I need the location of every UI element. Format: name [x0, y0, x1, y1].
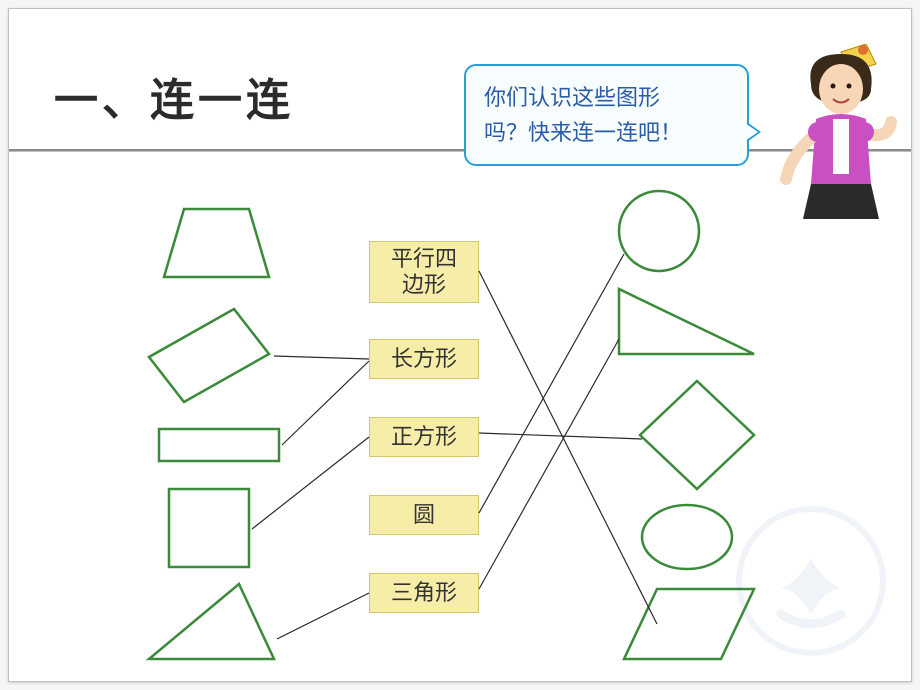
- shape-triangle-right: [619, 289, 754, 354]
- shape-circle-right: [619, 191, 699, 271]
- watermark-icon: [736, 506, 886, 656]
- shape-square-rotated: [640, 381, 754, 489]
- conn-rectrot-rectangle: [274, 356, 369, 359]
- page-title: 一、连一连: [54, 64, 294, 128]
- shape-square-left: [169, 489, 249, 567]
- teacher-illustration: [771, 44, 901, 224]
- shape-rect-flat: [159, 429, 279, 461]
- speech-line2: 吗？快来连一连吧！: [484, 120, 682, 145]
- conn-square-right: [479, 433, 642, 439]
- conn-squareleft-square: [252, 437, 369, 529]
- shape-triangle-left: [149, 584, 274, 659]
- conn-circle-right: [479, 254, 624, 513]
- conn-triangle-right: [479, 339, 619, 589]
- label-parallelogram: 平行四 边形: [369, 241, 479, 303]
- shape-rect-rotated: [149, 309, 269, 402]
- speech-bubble: 你们认识这些图形 吗？快来连一连吧！: [464, 64, 749, 166]
- label-circle: 圆: [369, 495, 479, 535]
- shape-ellipse-right: [642, 505, 732, 569]
- shape-trapezoid: [164, 209, 269, 277]
- shape-parallelogram-right: [624, 589, 754, 659]
- conn-parallelogram: [479, 271, 657, 624]
- slide-frame: 一、连一连 你们认识这些图形 吗？快来连一连吧！ 平行四 边形 长方形 正方形 …: [8, 8, 912, 682]
- speech-line1: 你们认识这些图形: [484, 85, 660, 110]
- label-square: 正方形: [369, 417, 479, 457]
- conn-rectflat-rectangle: [282, 361, 369, 445]
- label-triangle: 三角形: [369, 573, 479, 613]
- label-rectangle: 长方形: [369, 339, 479, 379]
- conn-triangleleft-triangle: [277, 593, 369, 639]
